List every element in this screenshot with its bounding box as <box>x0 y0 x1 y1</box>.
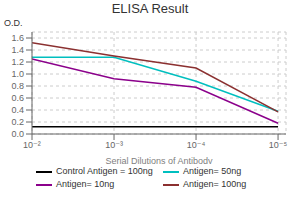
svg-text:0.8: 0.8 <box>11 81 24 91</box>
html-text:O.D.: O.D. <box>4 18 23 28</box>
svg-text:0.4: 0.4 <box>11 105 24 115</box>
svg-text:0.6: 0.6 <box>11 93 24 103</box>
svg-text:1.0: 1.0 <box>11 69 24 79</box>
html-text:Control Antigen = 100ng: Control Antigen = 100ng <box>56 166 153 176</box>
svg-text:10⁻²: 10⁻² <box>23 140 41 150</box>
svg-text:Serial Dilutions of Antibody: Serial Dilutions of Antibody <box>105 156 213 164</box>
html-text:Antigen= 50ng: Antigen= 50ng <box>183 166 242 176</box>
html-text:ELISA Result: ELISA Result <box>111 1 189 16</box>
svg-text:1.6: 1.6 <box>11 33 24 43</box>
svg-text:1.4: 1.4 <box>11 45 24 55</box>
html-text:Antigen= 100ng: Antigen= 100ng <box>183 179 247 189</box>
svg-text:10⁻³: 10⁻³ <box>105 140 123 150</box>
svg-text:10⁻⁵: 10⁻⁵ <box>269 140 288 150</box>
svg-text:10⁻⁴: 10⁻⁴ <box>187 140 206 150</box>
svg-text:0.0: 0.0 <box>11 129 24 139</box>
svg-text:0.2: 0.2 <box>11 117 24 127</box>
html-text:Antigen= 10ng: Antigen= 10ng <box>56 179 115 189</box>
svg-text:1.2: 1.2 <box>11 57 24 67</box>
